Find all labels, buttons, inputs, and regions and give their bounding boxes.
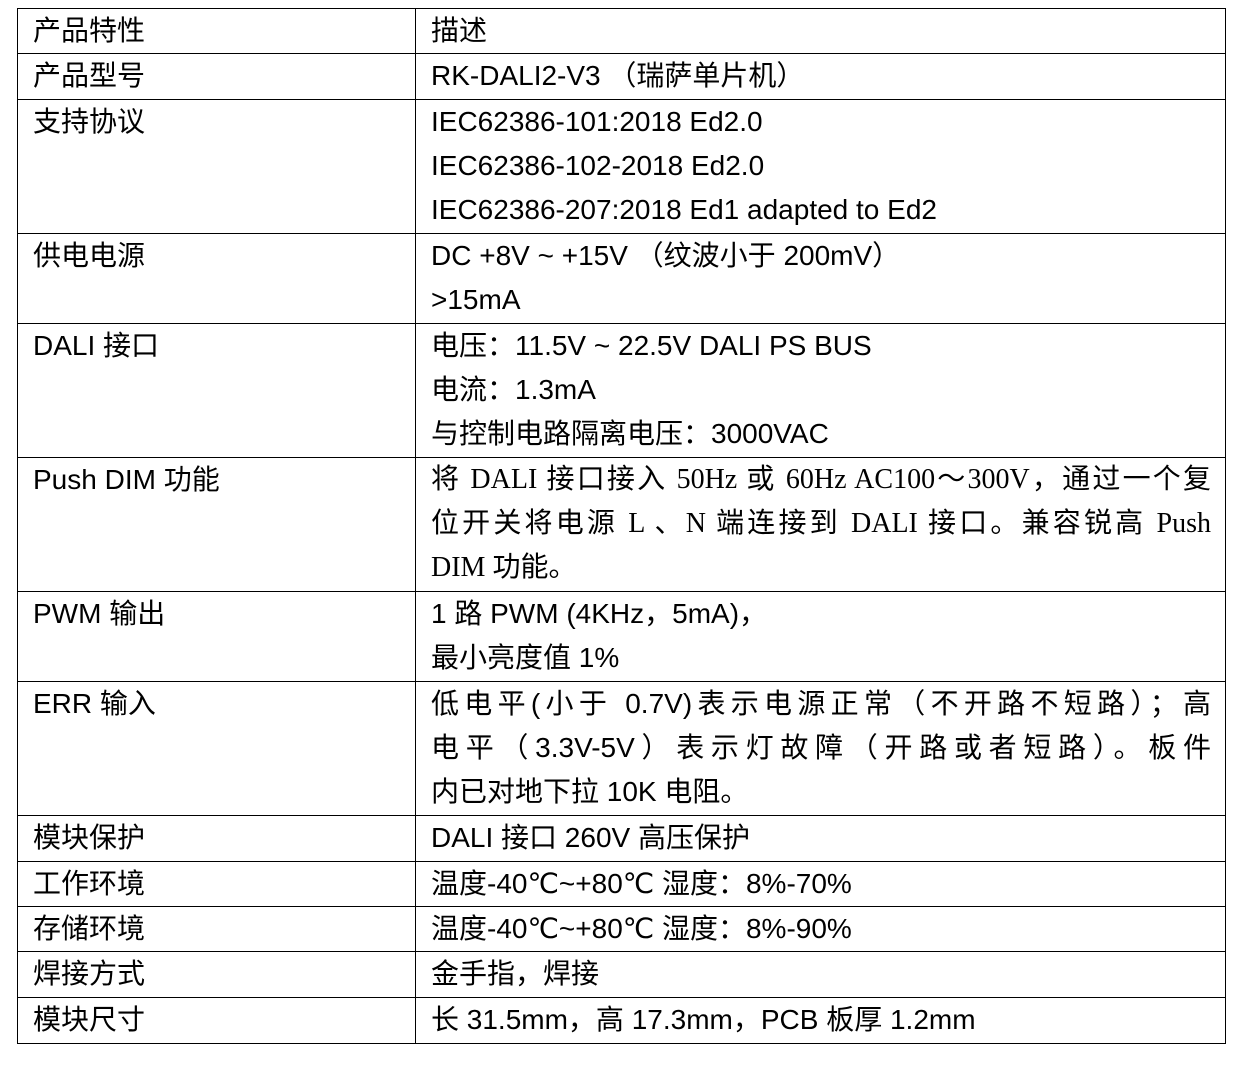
- table-row: DALI 接口 电压：11.5V ~ 22.5V DALI PS BUS 电流：1.…: [17, 323, 1226, 458]
- description-line: 位开关将电源 L 、N 端连接到 DALI 接口。兼容锐高 Push: [431, 508, 1211, 539]
- table-row: PWM 输出 1 路 PWM (4KHz，5mA)， 最小亮度值 1%: [17, 591, 1226, 682]
- feature-cell: 供电电源: [17, 233, 416, 324]
- description-line: 温度-40℃~+80℃ 湿度：8%-70%: [431, 868, 852, 899]
- description-cell: 温度-40℃~+80℃ 湿度：8%-90%: [415, 906, 1226, 952]
- description-line: 电平（3.3V-5V）表示灯故障（开路或者短路）。板件: [431, 732, 1211, 763]
- table-row: ERR 输入 低电平(小于 0.7V)表示电源正常（不开路不短路）；高 电平（3.3…: [17, 681, 1226, 816]
- header-description: 描述: [415, 8, 1226, 54]
- description-line: IEC62386-207:2018 Ed1 adapted to Ed2: [431, 194, 937, 225]
- feature-cell: 焊接方式: [17, 951, 416, 998]
- feature-cell: PWM 输出: [17, 591, 416, 682]
- description-line: 将 DALI 接口接入 50Hz 或 60Hz AC100～300V，通过一个复: [431, 464, 1211, 495]
- description-cell: 长 31.5mm，高 17.3mm，PCB 板厚 1.2mm: [415, 997, 1226, 1044]
- table-row: Push DIM 功能将 DALI 接口接入 50Hz 或 60Hz AC100…: [17, 457, 1226, 592]
- description-line: >15mA: [431, 284, 521, 315]
- table-row: 模块保护 DALI 接口 260V 高压保护: [17, 815, 1226, 862]
- description-line: 与控制电路隔离电压：3000VAC: [431, 418, 829, 449]
- description-line: IEC62386-102-2018 Ed2.0: [431, 150, 765, 181]
- description-cell: 金手指，焊接: [415, 951, 1226, 998]
- description-cell: 将 DALI 接口接入 50Hz 或 60Hz AC100～300V，通过一个复…: [415, 457, 1226, 592]
- feature-cell: DALI 接口: [17, 323, 416, 458]
- table-header-row: 产品特性 描述: [17, 8, 1226, 54]
- description-cell: IEC62386-101:2018 Ed2.0 IEC62386-102-2018…: [415, 99, 1226, 234]
- feature-cell: 模块保护: [17, 815, 416, 862]
- description-line: DIM 功能。: [431, 552, 577, 583]
- description-cell: DC +8V ~ +15V （纹波小于 200mV） >15mA: [415, 233, 1226, 324]
- description-line: DC +8V ~ +15V （纹波小于 200mV）: [431, 240, 901, 271]
- description-line: 电流：1.3mA: [431, 374, 596, 405]
- table-row: 存储环境 温度-40℃~+80℃ 湿度：8%-90%: [17, 906, 1226, 952]
- spec-table: 产品特性 描述 产品型号 RK-DALI2-V3 （瑞萨单片机） 支持协议 IEC62…: [17, 8, 1226, 1044]
- feature-cell: 支持协议: [17, 99, 416, 234]
- description-cell: 温度-40℃~+80℃ 湿度：8%-70%: [415, 861, 1226, 907]
- description-line: IEC62386-101:2018 Ed2.0: [431, 106, 763, 137]
- feature-cell: ERR 输入: [17, 681, 416, 816]
- feature-cell: 存储环境: [17, 906, 416, 952]
- description-cell: 低电平(小于 0.7V)表示电源正常（不开路不短路）；高 电平（3.3V-5V）表…: [415, 681, 1226, 816]
- feature-cell: 产品型号: [17, 53, 416, 100]
- description-line: 电压：11.5V ~ 22.5V DALI PS BUS: [431, 330, 872, 361]
- feature-cell: 模块尺寸: [17, 997, 416, 1044]
- description-line: 最小亮度值 1%: [431, 642, 620, 673]
- table-row: 支持协议 IEC62386-101:2018 Ed2.0 IEC62386-102-…: [17, 99, 1226, 234]
- table-row: 工作环境 温度-40℃~+80℃ 湿度：8%-70%: [17, 861, 1226, 907]
- description-cell: 1 路 PWM (4KHz，5mA)， 最小亮度值 1%: [415, 591, 1226, 682]
- description-cell: DALI 接口 260V 高压保护: [415, 815, 1226, 862]
- table-row: 供电电源 DC +8V ~ +15V （纹波小于 200mV） >15mA: [17, 233, 1226, 324]
- description-cell: 电压：11.5V ~ 22.5V DALI PS BUS 电流：1.3mA 与控制电…: [415, 323, 1226, 458]
- description-line: 低电平(小于 0.7V)表示电源正常（不开路不短路）；高: [431, 688, 1211, 719]
- description-line: DALI 接口 260V 高压保护: [431, 822, 750, 853]
- table-row: 焊接方式 金手指，焊接: [17, 951, 1226, 998]
- description-line: 温度-40℃~+80℃ 湿度：8%-90%: [431, 913, 852, 944]
- table-row: 模块尺寸长 31.5mm，高 17.3mm，PCB 板厚 1.2mm: [17, 997, 1226, 1044]
- feature-cell: Push DIM 功能: [17, 457, 416, 592]
- header-feature: 产品特性: [17, 8, 416, 54]
- table-row: 产品型号 RK-DALI2-V3 （瑞萨单片机）: [17, 53, 1226, 100]
- description-line: 1 路 PWM (4KHz，5mA)，: [431, 598, 768, 629]
- description-line: 内已对地下拉 10K 电阻。: [431, 776, 749, 807]
- description-cell: RK-DALI2-V3 （瑞萨单片机）: [415, 53, 1226, 100]
- description-line: 金手指，焊接: [431, 958, 600, 989]
- description-line: 长 31.5mm，高 17.3mm，PCB 板厚 1.2mm: [431, 1004, 976, 1035]
- description-line: RK-DALI2-V3 （瑞萨单片机）: [431, 60, 805, 91]
- feature-cell: 工作环境: [17, 861, 416, 907]
